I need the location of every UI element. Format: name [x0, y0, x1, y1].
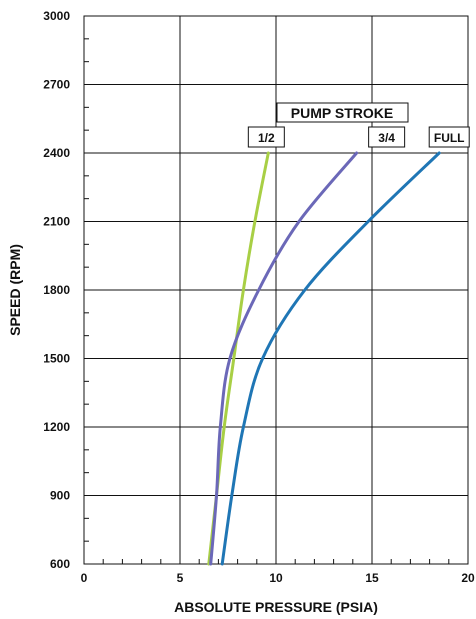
- y-tick-label: 1500: [43, 352, 70, 366]
- minor-ticks: [84, 38, 450, 564]
- y-tick-label: 600: [50, 557, 70, 571]
- plot-frame: [83, 15, 469, 565]
- y-tick-label: 2100: [43, 215, 70, 229]
- series-line-3-4: [209, 151, 359, 566]
- y-tick-labels: 600 900 1200 1500 1800 2100 2400 2700 3000: [43, 9, 70, 571]
- series-label-box: [247, 126, 285, 148]
- y-axis-title: SPEED (RPM): [7, 244, 23, 336]
- series-label-box: [428, 126, 470, 148]
- y-tick-label: 2400: [43, 146, 70, 160]
- y-tick-label: 1200: [43, 420, 70, 434]
- y-tick-label: 1800: [43, 283, 70, 297]
- x-tick-label: 0: [81, 571, 88, 585]
- series-line-full: [220, 151, 441, 566]
- y-tick-label: 3000: [43, 9, 70, 23]
- series-label: 3/4: [378, 131, 395, 145]
- x-tick-label: 20: [461, 571, 475, 585]
- x-tick-label: 15: [365, 571, 379, 585]
- pump-stroke-annotations: PUMP STROKE 1/2 3/4 FULL: [247, 102, 470, 148]
- grid-lines: [83, 15, 469, 565]
- series-lines: [207, 151, 441, 566]
- x-axis-title: ABSOLUTE PRESSURE (PSIA): [174, 599, 378, 615]
- series-label-box: [368, 126, 406, 148]
- series-label: 1/2: [258, 131, 275, 145]
- pump-stroke-title: PUMP STROKE: [291, 105, 393, 121]
- series-label: FULL: [434, 131, 465, 145]
- y-tick-label: 2700: [43, 78, 70, 92]
- x-tick-labels: 0 5 10 15 20: [81, 571, 475, 585]
- pump-stroke-title-box: [276, 102, 409, 123]
- y-tick-label: 900: [50, 489, 70, 503]
- x-tick-label: 5: [177, 571, 184, 585]
- x-tick-label: 10: [269, 571, 283, 585]
